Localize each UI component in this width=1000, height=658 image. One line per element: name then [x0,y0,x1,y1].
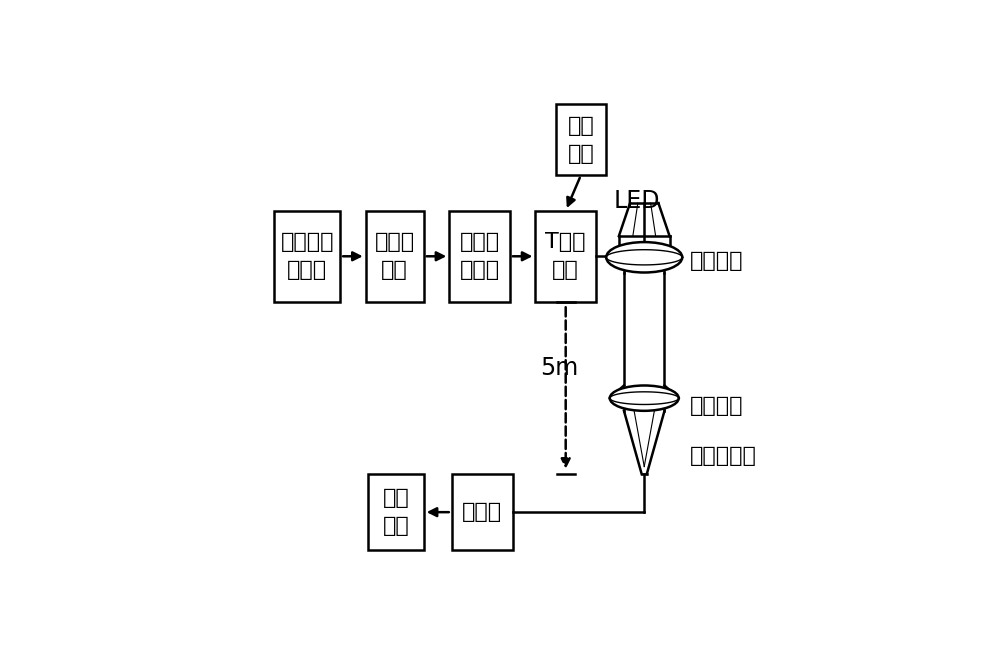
FancyBboxPatch shape [556,104,606,175]
Ellipse shape [606,242,682,272]
Text: LED: LED [614,189,660,213]
Text: 光学透镜: 光学透镜 [690,395,743,416]
FancyBboxPatch shape [449,211,510,302]
Text: 光学透镜: 光学透镜 [690,251,743,271]
FancyBboxPatch shape [535,211,596,302]
FancyBboxPatch shape [274,211,340,302]
Text: 信号
处理: 信号 处理 [383,488,409,536]
FancyBboxPatch shape [366,211,424,302]
Text: 直流
电源: 直流 电源 [568,116,594,164]
Text: 示波器: 示波器 [462,502,502,522]
FancyBboxPatch shape [368,474,424,550]
Text: 预均衡
电路: 预均衡 电路 [375,232,415,280]
Text: 功率放
大电路: 功率放 大电路 [460,232,500,280]
FancyBboxPatch shape [452,474,512,550]
Text: T型偏
置器: T型偏 置器 [545,232,586,280]
Text: 5m: 5m [540,356,579,380]
Ellipse shape [610,386,679,411]
Text: 任意波形
发生器: 任意波形 发生器 [281,232,334,280]
Text: 光电探测器: 光电探测器 [690,446,757,467]
